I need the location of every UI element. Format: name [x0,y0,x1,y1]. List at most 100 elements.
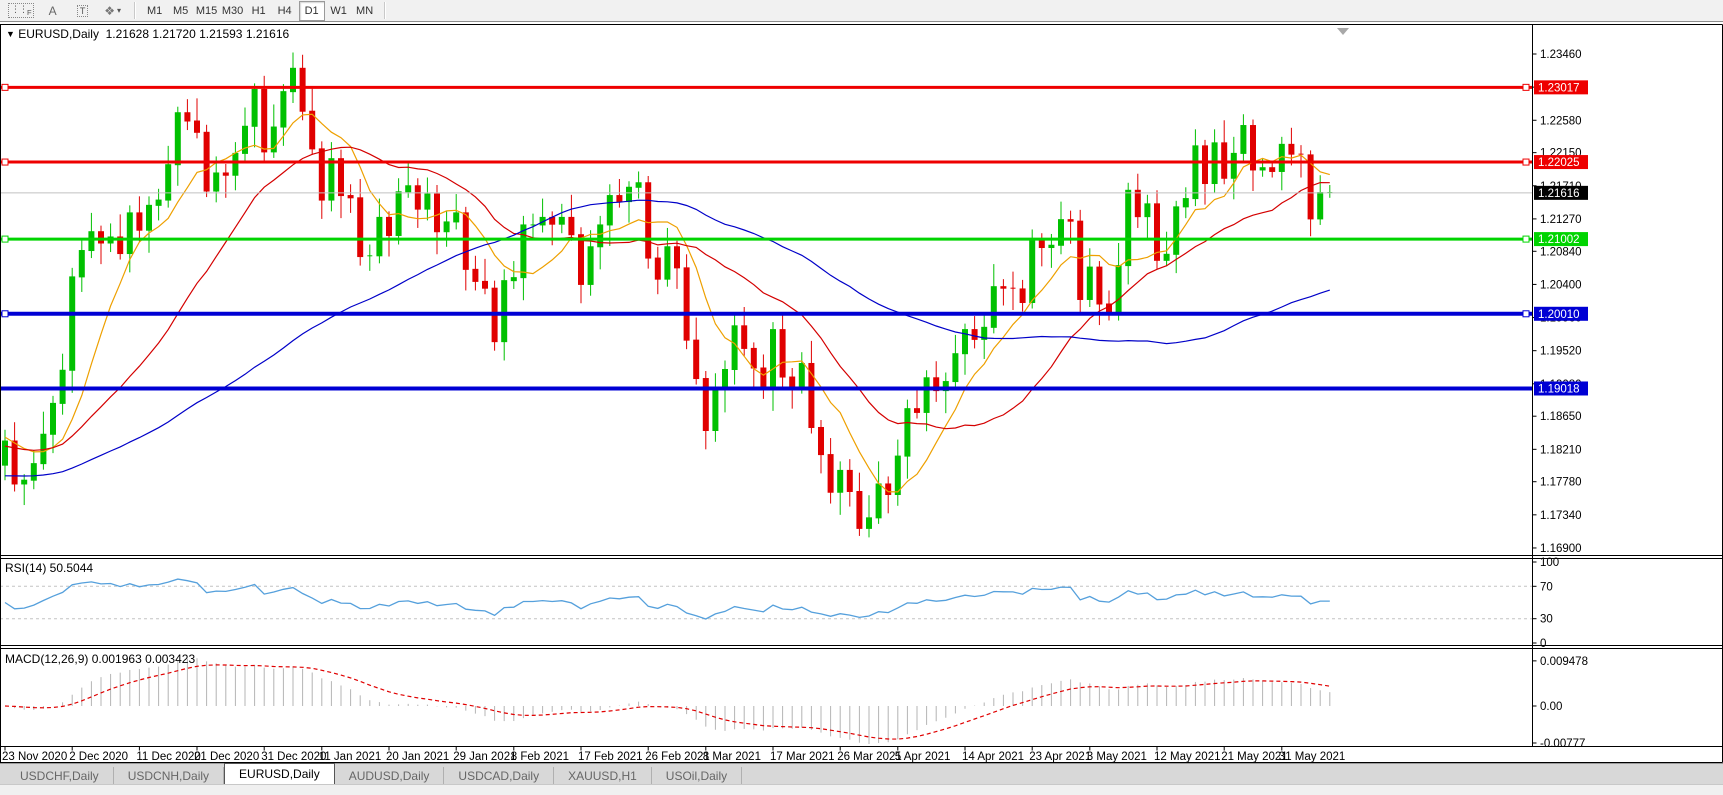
price-label-box [1534,381,1588,396]
text-label-tool-button[interactable]: T [69,2,97,20]
svg-text:1.22580: 1.22580 [1540,115,1582,127]
hline-left-handle [1,158,9,166]
date-label: 29 Jan 2021 [453,751,516,763]
price-label-box [1534,80,1588,95]
chart-tab-xauusd-h1[interactable]: XAUUSD,H1 [554,767,652,785]
chart-tab-usdcad-daily[interactable]: USDCAD,Daily [444,767,555,785]
svg-text:1.18210: 1.18210 [1540,444,1582,456]
svg-text:1.21270: 1.21270 [1540,214,1582,226]
macd-histogram [14,658,1331,745]
price-label: 1.21616 [1538,188,1580,200]
date-label: 26 Mar 2021 [837,751,902,763]
timeframe-button-d1[interactable]: D1 [298,0,325,21]
chart-tab-usdcnh-daily[interactable]: USDCNH,Daily [114,767,225,785]
date-label: 8 Mar 2021 [703,751,761,763]
chart-shift-marker-icon [1337,28,1349,35]
price-axis: 1.234601.230201.225801.221501.217101.212… [1540,49,1588,750]
date-label: 21 May 2021 [1221,751,1288,763]
svg-text:0: 0 [1540,638,1546,650]
hline-left-handle [1,83,9,91]
top-toolbar: ⋮⋮F A T ❖ ▾ M1 M5 M15 M30 H1 H4 D1 W1 MN [0,0,1723,22]
price-label-box [1534,155,1588,170]
shapes-dropdown-caret-icon[interactable]: ▾ [116,6,121,15]
timeframe-button-h1[interactable]: H1 [251,4,266,17]
price-label: 1.21002 [1538,234,1580,246]
svg-text:70: 70 [1540,581,1553,593]
svg-text:1.16900: 1.16900 [1540,543,1582,555]
price-label-box [1534,306,1588,321]
shapes-tool-button[interactable]: ❖ ▾ [99,2,127,20]
price-label-box [1534,232,1588,247]
timeframe-button-m15[interactable]: M15 [195,4,218,17]
hline-left-handle [1,235,9,243]
timeframe-button-w1[interactable]: W1 [330,4,347,17]
date-label: 21 Dec 2020 [194,751,259,763]
date-label: 11 Dec 2020 [136,751,200,763]
svg-text:0.009478: 0.009478 [1540,656,1588,668]
price-label: 1.19018 [1538,383,1580,395]
date-label: 12 May 2021 [1154,751,1221,763]
hline-right-handle [1522,235,1530,243]
date-label: 17 Feb 2021 [578,751,643,763]
toolbar-separator [133,2,136,19]
date-label: 23 Nov 2020 [2,751,67,763]
ma-line-8 [4,113,1330,493]
chart-canvas[interactable]: 1.234601.230201.225801.221501.217101.212… [0,22,1723,763]
date-label: 11 Jan 2021 [319,751,381,763]
date-label: 5 Apr 2021 [895,751,951,763]
timeframe-button-m5[interactable]: M5 [172,4,189,17]
timeframe-group: M1 M5 M15 M30 H1 H4 D1 W1 MN [138,0,382,21]
price-label-box [1534,185,1588,200]
rsi-line [4,578,1330,620]
hline-right-handle [1522,158,1530,166]
timeframe-button-m1[interactable]: M1 [146,4,163,17]
hline-left-handle [1,310,9,318]
date-label: 17 Mar 2021 [770,751,835,763]
svg-text:0.00: 0.00 [1540,701,1562,713]
svg-text:1.18650: 1.18650 [1540,411,1582,423]
price-label: 1.20010 [1538,309,1580,321]
svg-text:1.19520: 1.19520 [1540,346,1582,358]
timeframe-button-h4[interactable]: H4 [277,4,292,17]
svg-text:100: 100 [1540,557,1559,569]
date-label: 2 Dec 2020 [69,751,128,763]
svg-text:1.23460: 1.23460 [1540,49,1582,61]
date-label: 20 Jan 2021 [386,751,449,763]
toolbar-separator [383,2,386,19]
svg-text:1.20400: 1.20400 [1540,279,1582,291]
price-label: 1.22025 [1538,157,1580,169]
date-label: 31 May 2021 [1279,751,1346,763]
status-bar [0,784,1723,795]
ma-line-21 [4,146,1330,451]
chart-tab-usdchf-daily[interactable]: USDCHF,Daily [6,767,114,785]
drawing-tools-group: ⋮⋮F A T ❖ ▾ [0,0,132,21]
svg-text:-0.00777: -0.00777 [1540,738,1585,750]
svg-text:1.17780: 1.17780 [1540,477,1582,489]
date-label: 8 Feb 2021 [511,751,569,763]
price-label: 1.23017 [1538,82,1580,94]
svg-text:1.20840: 1.20840 [1540,246,1582,258]
chart-tabs-bar: USDCHF,Daily USDCNH,Daily EURUSD,Daily AUDU… [0,763,1723,785]
date-label: 3 May 2021 [1087,751,1147,763]
timeframe-button-mn[interactable]: MN [356,4,374,17]
svg-text:30: 30 [1540,614,1553,626]
chart-tab-audusd-daily[interactable]: AUDUSD,Daily [335,767,445,785]
shapes-icon: ❖ [104,3,115,18]
hline-right-handle [1522,83,1530,91]
timeframe-button-m30[interactable]: M30 [221,4,244,17]
chart-tab-usoil-daily[interactable]: USOil,Daily [652,767,743,785]
date-label: 26 Feb 2021 [645,751,710,763]
macd-signal-line [4,664,1330,740]
arrow-tool-button[interactable]: A [39,2,67,20]
crosshair-grid-tool-button[interactable]: ⋮⋮F [5,2,37,20]
svg-text:1.17340: 1.17340 [1540,510,1582,522]
chart-area[interactable]: 1.234601.230201.225801.221501.217101.212… [0,22,1723,763]
date-label: 31 Dec 2020 [261,751,326,763]
candles-layer [2,52,1333,538]
crosshair-grid-icon: ⋮⋮F [8,2,34,19]
chart-tab-eurusd-daily[interactable]: EURUSD,Daily [224,763,335,785]
hline-right-handle [1522,310,1530,318]
text-label-icon: T [76,4,89,17]
